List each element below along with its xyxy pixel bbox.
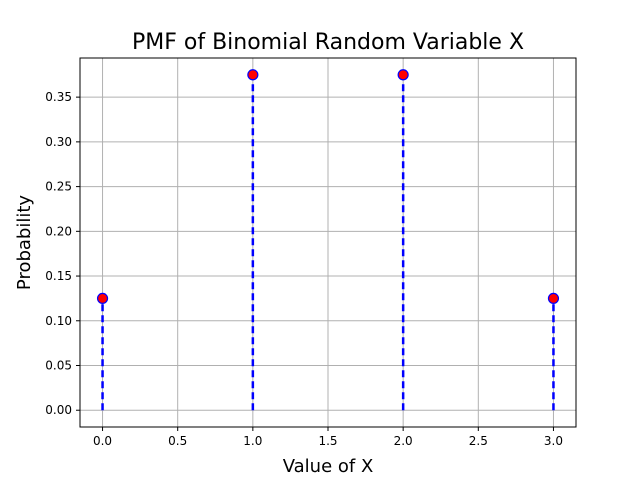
y-axis-ticks: 0.00 0.05 0.10 0.15 0.20 0.25 0.30 0.35 — [45, 90, 80, 417]
stem-lines — [101, 74, 555, 411]
x-tick-label: 1.5 — [318, 434, 337, 448]
data-points — [96, 69, 560, 305]
data-point — [547, 292, 560, 305]
x-tick-label: 0.0 — [93, 434, 112, 448]
x-axis-ticks: 0.0 0.5 1.0 1.5 2.0 2.5 3.0 — [93, 427, 563, 448]
chart-title: PMF of Binomial Random Variable X — [132, 30, 524, 55]
x-tick-label: 1.0 — [243, 434, 262, 448]
data-point — [397, 69, 409, 81]
x-tick-label: 2.0 — [394, 434, 413, 448]
y-tick-label: 0.25 — [45, 180, 72, 194]
y-tick-label: 0.00 — [45, 403, 72, 417]
y-tick-label: 0.35 — [45, 90, 72, 104]
y-tick-label: 0.05 — [45, 359, 72, 373]
y-tick-label: 0.10 — [45, 314, 72, 328]
y-tick-label: 0.20 — [45, 224, 72, 238]
y-axis-label: Probability — [14, 195, 35, 290]
data-point — [247, 69, 259, 81]
x-tick-label: 0.5 — [168, 434, 187, 448]
y-tick-label: 0.30 — [45, 135, 72, 149]
data-point — [96, 292, 109, 305]
y-tick-label: 0.15 — [45, 269, 72, 283]
x-axis-label: Value of X — [283, 456, 374, 477]
x-tick-label: 2.5 — [469, 434, 488, 448]
grid — [80, 58, 576, 427]
x-tick-label: 3.0 — [544, 434, 563, 448]
